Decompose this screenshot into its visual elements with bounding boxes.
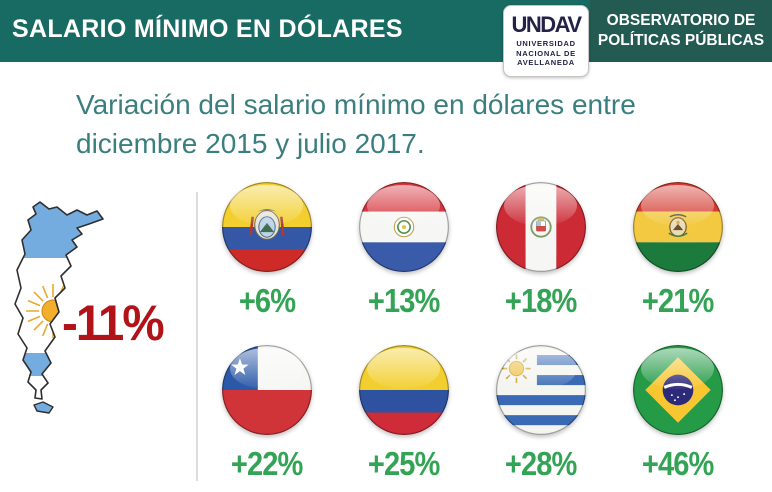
- vertical-divider: [196, 192, 198, 481]
- undav-wordmark: UNDAV: [511, 11, 582, 37]
- country-cell-ecuador: +6%: [221, 180, 312, 343]
- country-cell-bolivia: +21%: [632, 180, 723, 343]
- brazil-flag-icon: [632, 345, 723, 435]
- pct-ecuador: +6%: [238, 282, 295, 319]
- argentina-value: -11%: [62, 295, 165, 351]
- undav-logo: UNDAV UNIVERSIDAD NACIONAL DE AVELLANEDA: [503, 5, 589, 77]
- country-cell-colombia: +25%: [358, 343, 449, 492]
- peru-flag-icon: [495, 182, 586, 272]
- observatory-line1: OBSERVATORIO DE: [606, 11, 756, 29]
- pct-colombia: +25%: [367, 445, 440, 482]
- colombia-flag-icon: [358, 345, 449, 435]
- observatory-line2: POLÍTICAS PÚBLICAS: [597, 32, 765, 49]
- chile-flag-icon: [221, 345, 312, 435]
- country-cell-uruguay: +28%: [495, 343, 586, 492]
- countries-grid: +6% +13%: [198, 180, 772, 492]
- pct-chile: +22%: [230, 445, 303, 482]
- country-cell-brazil: +46%: [632, 343, 723, 492]
- pct-brazil: +46%: [641, 445, 714, 482]
- undav-logo-line1: UNIVERSIDAD: [516, 38, 576, 48]
- country-cell-paraguay: +13%: [358, 180, 449, 343]
- page-title: SALARIO MÍNIMO EN DÓLARES: [12, 15, 403, 43]
- country-cell-peru: +18%: [495, 180, 586, 343]
- pct-paraguay: +13%: [367, 282, 440, 319]
- undav-logo-line2: NACIONAL DE: [516, 48, 576, 58]
- pct-uruguay: +28%: [504, 445, 577, 482]
- bolivia-flag-icon: [632, 182, 723, 272]
- ecuador-flag-icon: [221, 182, 312, 272]
- paraguay-flag-icon: [358, 182, 449, 272]
- subtitle: Variación del salario mínimo en dólares …: [76, 89, 636, 159]
- pct-peru: +18%: [504, 282, 577, 319]
- undav-logo-line3: AVELLANEDA: [517, 58, 575, 68]
- argentina-map-icon: [6, 200, 110, 427]
- pct-bolivia: +21%: [641, 282, 714, 319]
- uruguay-flag-icon: [495, 345, 586, 435]
- country-cell-chile: +22%: [221, 343, 312, 492]
- observatory-badge: OBSERVATORIO DE POLÍTICAS PÚBLICAS: [590, 0, 772, 62]
